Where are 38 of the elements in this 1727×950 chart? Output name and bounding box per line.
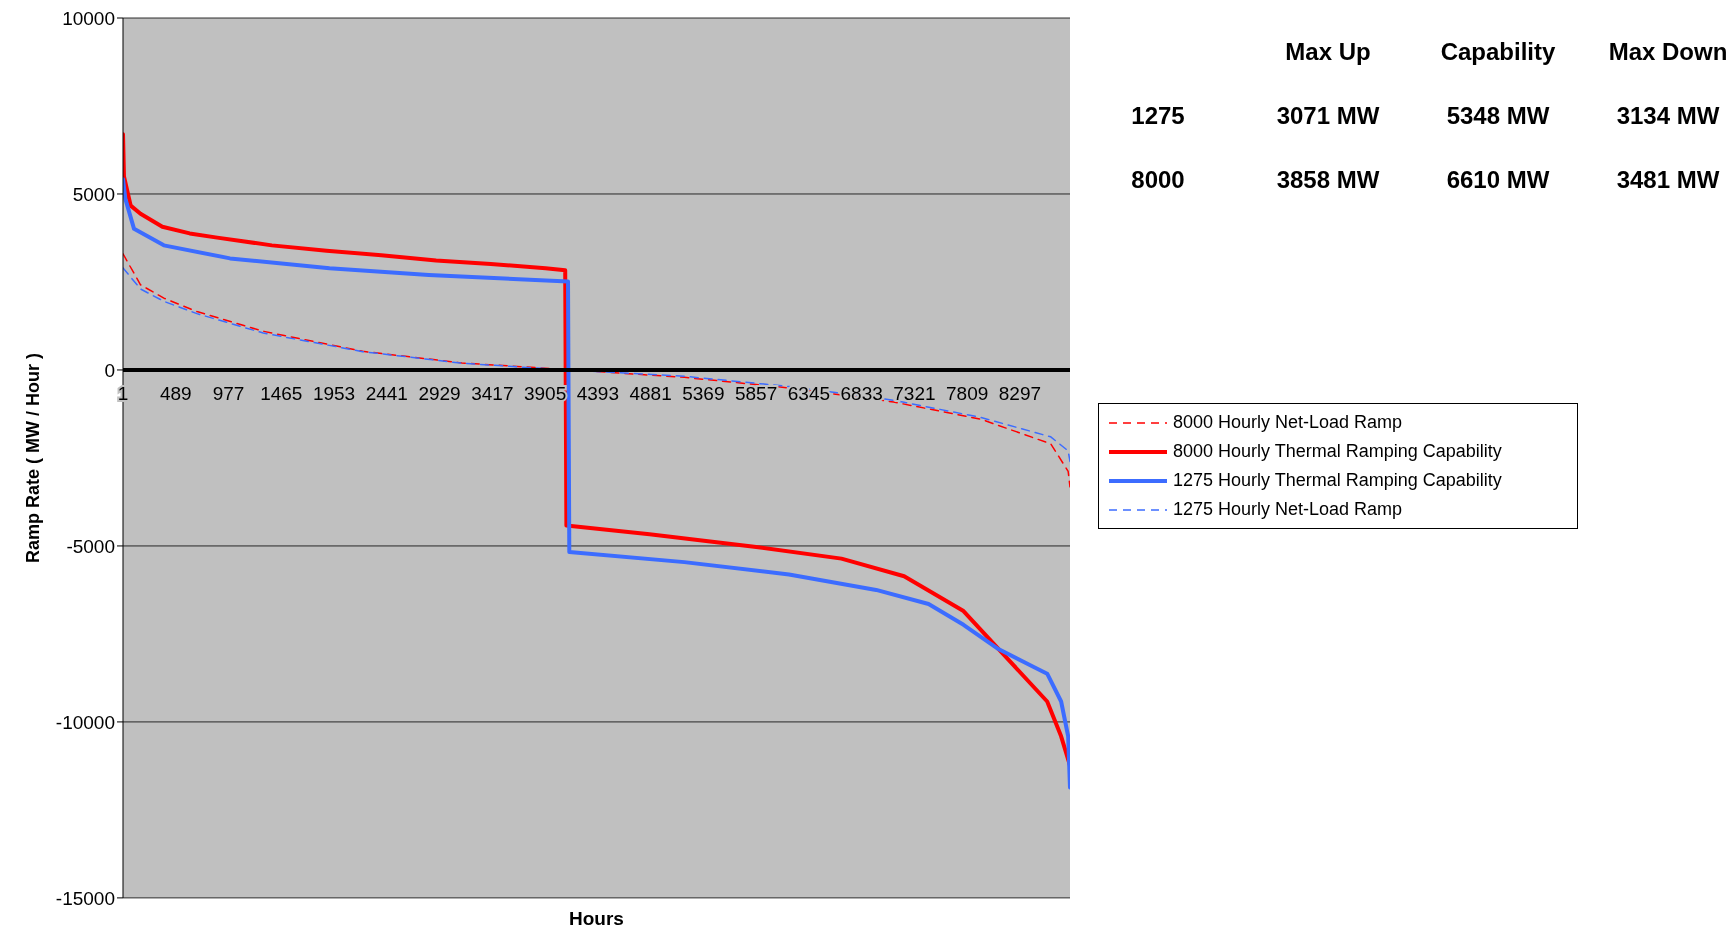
- x-axis-title: Hours: [568, 908, 625, 930]
- text: Max Down: [1607, 38, 1727, 66]
- legend-label: 1275 Hourly Net-Load Ramp: [1173, 499, 1403, 520]
- x-tick-label: 1: [117, 382, 129, 404]
- x-tick-label: 977: [212, 382, 245, 404]
- x-tick-label: 2929: [418, 382, 461, 404]
- x-tick-label: 1465: [260, 382, 303, 404]
- text: 3071 MW: [1275, 102, 1381, 130]
- text: Max Up: [1284, 38, 1372, 66]
- y-tick-label: -15000: [55, 887, 115, 909]
- y-tick-label: -5000: [66, 535, 115, 557]
- x-tick-label: 3417: [471, 382, 514, 404]
- x-tick-label: 4881: [629, 382, 672, 404]
- text: Capability: [1439, 38, 1557, 66]
- y-tick-label: -10000: [55, 711, 115, 733]
- x-tick-label: 5857: [734, 382, 778, 404]
- y-tick-label: 10000: [62, 7, 115, 29]
- y-axis-title: Ramp Rate ( MW / Hour ): [23, 352, 44, 563]
- text: 3134 MW: [1615, 102, 1721, 130]
- x-tick-label: 5369: [682, 382, 725, 404]
- x-tick-label: 8297: [998, 382, 1042, 404]
- y-tick-label: 5000: [72, 183, 115, 205]
- y-tick-label: 0: [104, 359, 115, 381]
- text: 6610 MW: [1445, 166, 1551, 194]
- legend-label: 8000 Hourly Net-Load Ramp: [1173, 412, 1403, 433]
- text: 5348 MW: [1445, 102, 1551, 130]
- x-tick-label: 4393: [576, 382, 619, 404]
- legend-label: 8000 Hourly Thermal Ramping Capability: [1173, 441, 1502, 462]
- x-tick-label: 7321: [893, 382, 936, 404]
- x-tick-label: 7809: [946, 382, 989, 404]
- text: 8000: [1130, 166, 1186, 194]
- text: 3858 MW: [1275, 166, 1381, 194]
- x-tick-label: 489: [159, 382, 192, 404]
- text: 3481 MW: [1615, 166, 1721, 194]
- x-tick-label: 1953: [312, 382, 356, 404]
- legend-label: 1275 Hourly Thermal Ramping Capability: [1173, 470, 1502, 491]
- x-tick-label: 2441: [365, 382, 408, 404]
- text: 1275: [1130, 102, 1186, 130]
